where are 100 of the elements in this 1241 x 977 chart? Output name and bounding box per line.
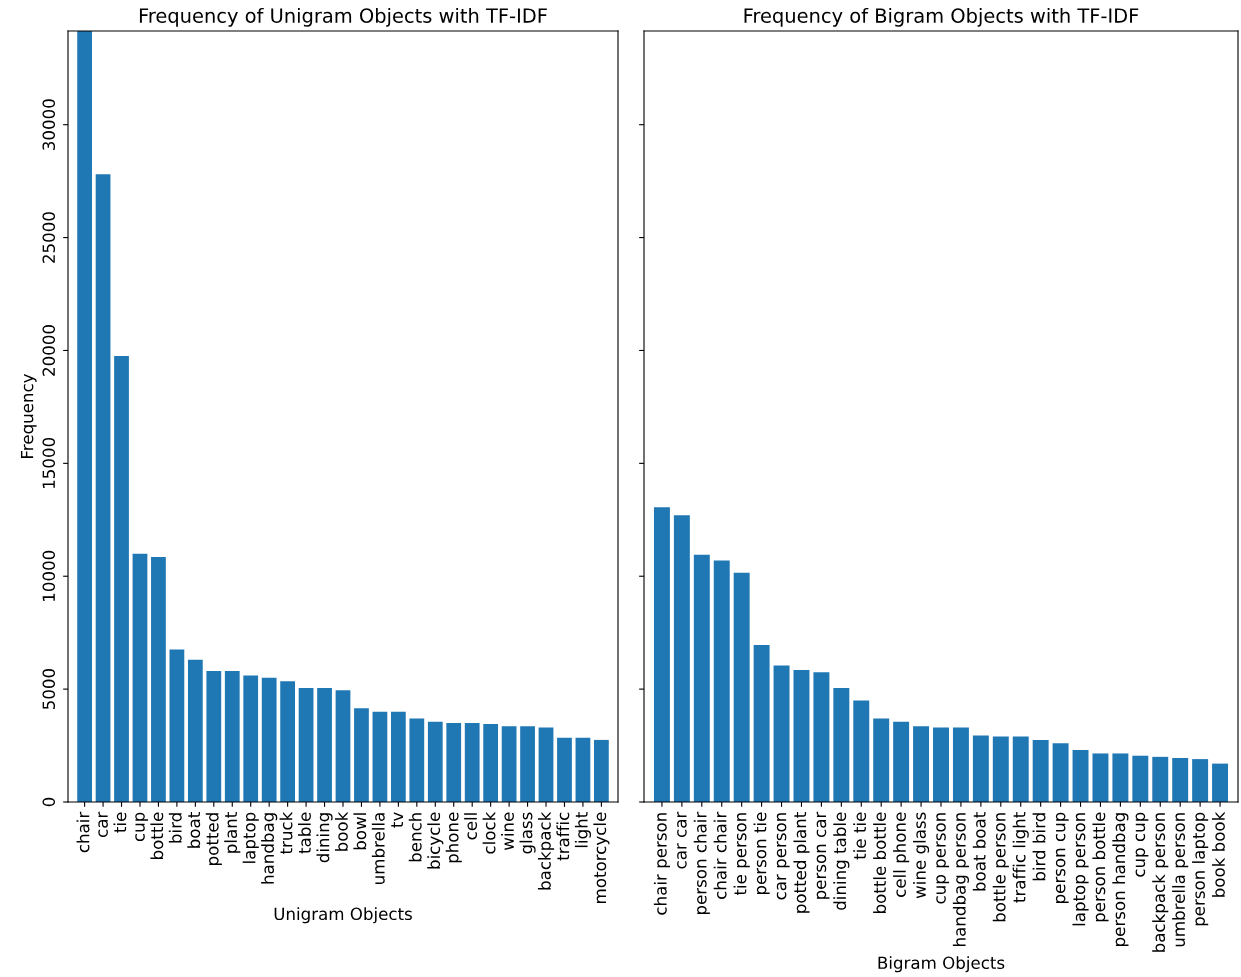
- x-tick-label: cell phone: [893, 812, 910, 897]
- x-tick-label: handbag person: [952, 813, 969, 946]
- bar: [1132, 755, 1149, 802]
- x-tick-label: bottle bottle: [873, 812, 887, 913]
- x-tick-label: person car: [816, 811, 830, 899]
- y-tick-label: 0: [42, 797, 56, 807]
- x-tick-label: tie person: [733, 813, 750, 896]
- bar: [693, 554, 710, 802]
- bar: [95, 174, 111, 802]
- bar: [1172, 757, 1189, 802]
- x-tick-label: phone: [445, 812, 462, 863]
- x-tick-label: chair: [76, 811, 90, 853]
- bar: [1012, 736, 1029, 802]
- x-tick-label: book: [334, 811, 348, 851]
- x-tick-label: umbrella person: [1172, 813, 1189, 947]
- bar: [557, 737, 572, 802]
- bar: [673, 515, 690, 802]
- x-tick-label: plant: [224, 812, 241, 853]
- x-tick-label: table: [298, 812, 311, 854]
- x-tick-label: cup person: [936, 813, 950, 904]
- bar: [317, 687, 332, 802]
- bar: [1092, 753, 1109, 802]
- bar: [114, 356, 129, 802]
- bar: [1212, 763, 1229, 802]
- y-axis-title: Frequency: [20, 373, 37, 458]
- bar: [1192, 759, 1209, 802]
- bar: [464, 722, 480, 802]
- bar: [132, 553, 148, 802]
- bar: [992, 736, 1009, 802]
- bar: [575, 737, 591, 802]
- x-tick-label: cell: [464, 813, 478, 840]
- bar: [169, 649, 185, 802]
- x-tick-label: chair chair: [713, 811, 727, 899]
- bar: [390, 711, 406, 802]
- x-tick-label: car: [98, 811, 108, 838]
- bar: [1052, 743, 1069, 802]
- x-tick-label: motorcycle: [593, 812, 610, 903]
- bar: [354, 708, 369, 802]
- x-tick-label: car person: [776, 813, 790, 900]
- x-tick-label: person bottle: [1092, 812, 1109, 922]
- bar: [206, 671, 222, 802]
- x-tick-label: person chair: [693, 811, 710, 915]
- x-tick-label: handbag: [261, 813, 278, 884]
- y-tick-label: 25000: [42, 212, 56, 263]
- x-tick-label: backpack: [537, 811, 555, 890]
- bar: [261, 677, 277, 802]
- bar: [427, 721, 443, 802]
- x-tick-label: bird: [168, 813, 182, 843]
- x-tick-label: wine glass: [913, 812, 930, 899]
- x-tick-label: tv: [391, 812, 403, 828]
- x-tick-label: potted plant: [793, 812, 810, 913]
- x-tick-label: laptop: [242, 812, 259, 863]
- bar: [733, 572, 750, 802]
- x-tick-label: backpack person: [1152, 813, 1169, 952]
- x-tick-label: car car: [677, 811, 687, 869]
- bar: [77, 31, 92, 802]
- bar: [446, 722, 462, 802]
- bar: [335, 690, 351, 802]
- bar: [952, 727, 969, 802]
- bar: [372, 711, 388, 802]
- x-tick-label: person laptop: [1192, 812, 1209, 926]
- x-tick-label: boat boat: [972, 812, 986, 891]
- bar: [1112, 753, 1129, 802]
- x-axis-title: Bigram Objects: [878, 956, 1005, 973]
- chart-title: Frequency of Bigram Objects with TF-IDF: [744, 7, 1139, 27]
- x-tick-label: bench: [408, 813, 422, 862]
- x-tick-label: bicycle: [427, 812, 444, 869]
- x-tick-label: cup: [135, 812, 149, 842]
- bar: [224, 671, 240, 802]
- x-tick-label: tie tie: [853, 812, 867, 860]
- x-tick-label: person handbag: [1112, 813, 1129, 946]
- bar: [773, 665, 790, 802]
- x-tick-label: wine: [501, 812, 514, 851]
- x-tick-label: book book: [1212, 811, 1225, 897]
- bar: [298, 687, 314, 802]
- x-tick-label: dining: [316, 813, 333, 863]
- x-tick-label: bird bird: [1032, 813, 1046, 881]
- x-tick-label: laptop person: [1072, 813, 1089, 926]
- bar: [1032, 739, 1049, 802]
- y-tick-label: 30000: [42, 99, 56, 150]
- bar: [520, 726, 535, 802]
- y-tick-label: 5000: [42, 669, 56, 710]
- y-tick-label: 10000: [42, 550, 56, 601]
- x-tick-label: person cup: [1055, 812, 1069, 903]
- x-axis-title: Unigram Objects: [274, 907, 412, 924]
- x-tick-label: cup cup: [1135, 812, 1149, 877]
- bar: [1152, 756, 1169, 802]
- x-tick-label: chair person: [653, 813, 670, 915]
- x-tick-label: bottle: [150, 812, 164, 859]
- x-tick-label: tie: [113, 812, 127, 833]
- x-tick-label: truck: [279, 811, 293, 855]
- x-tick-label: potted: [205, 813, 222, 865]
- x-tick-label: bottle person: [992, 813, 1009, 922]
- chart-title: Frequency of Unigram Objects with TF-IDF: [139, 7, 547, 27]
- bar: [972, 735, 989, 802]
- bar: [243, 675, 259, 802]
- x-tick-label: traffic: [556, 812, 570, 861]
- x-tick-label: dining table: [833, 812, 850, 910]
- bar: [793, 669, 810, 802]
- x-tick-label: bowl: [353, 813, 367, 850]
